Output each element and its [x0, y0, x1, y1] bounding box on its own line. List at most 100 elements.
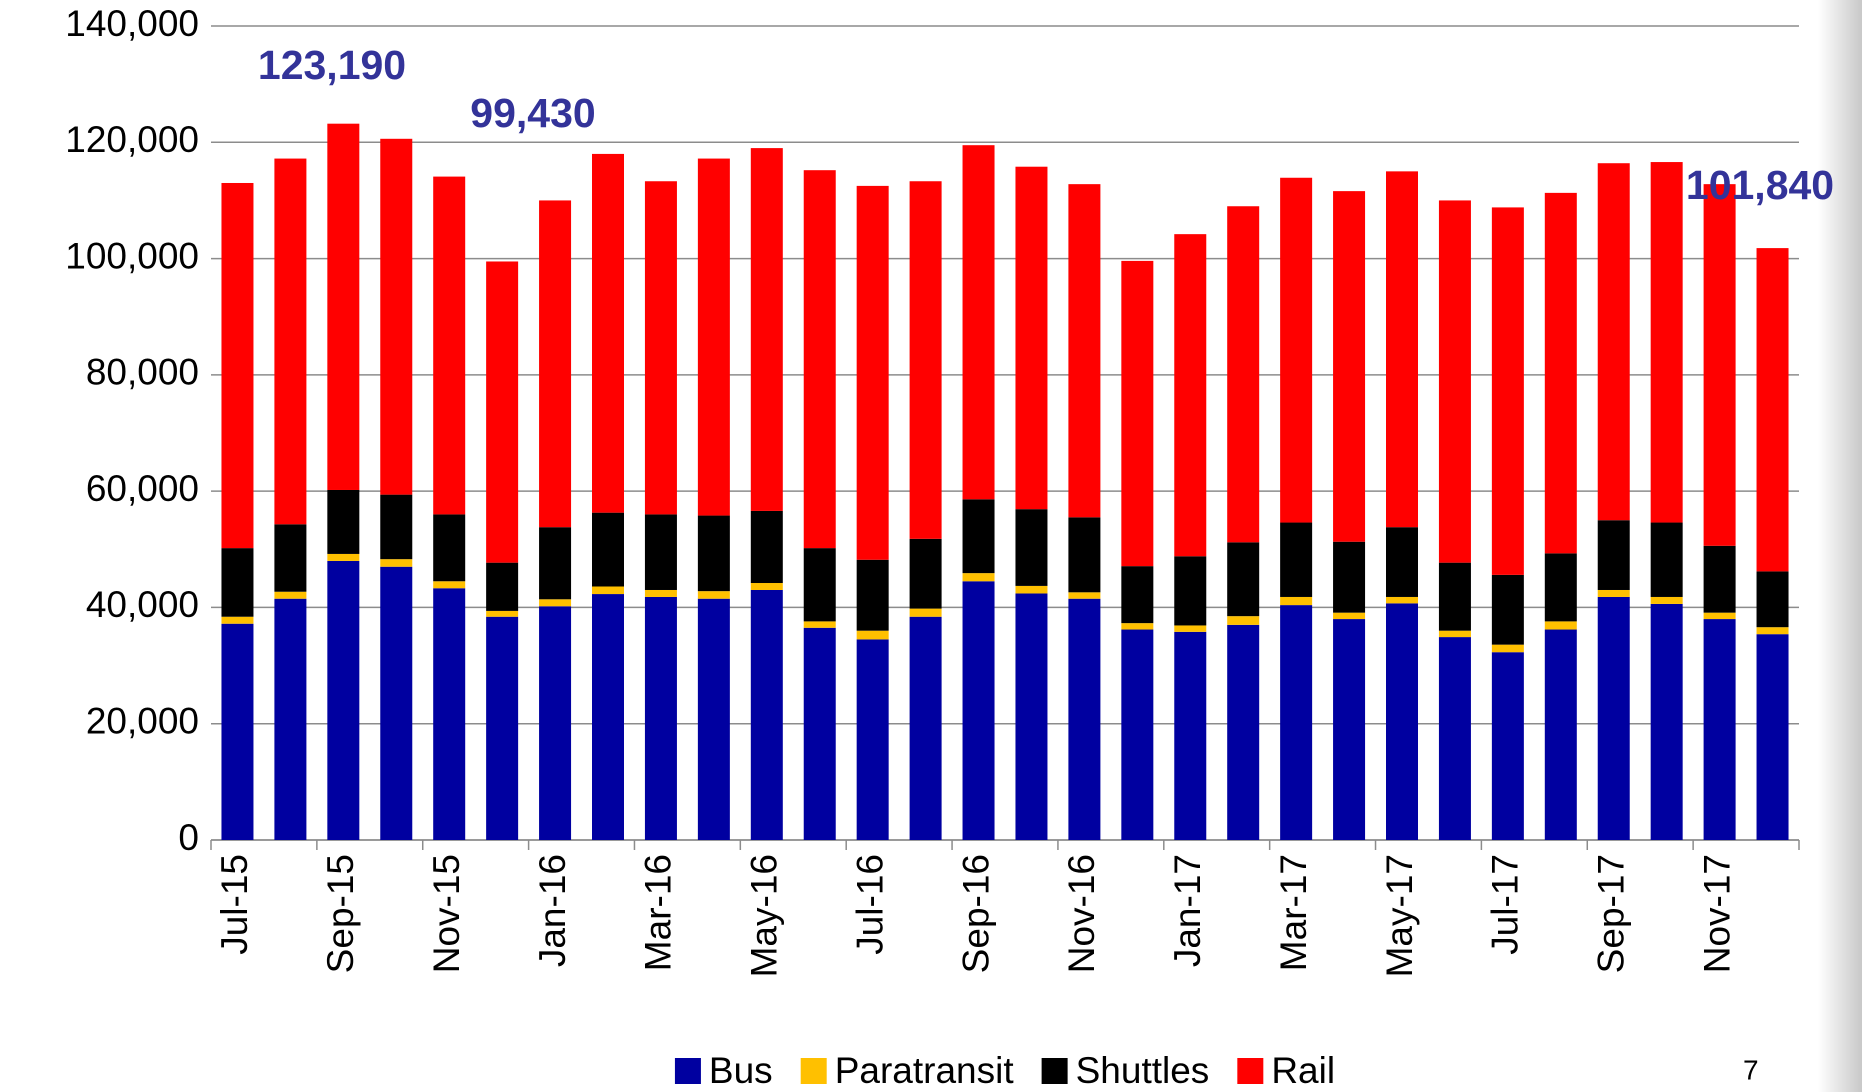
- x-tick-label: Nov-17: [1696, 854, 1737, 973]
- bar-segment: [1492, 575, 1524, 645]
- bar-segment: [1333, 613, 1365, 619]
- y-tick-label: 0: [178, 817, 199, 858]
- bar-segment: [857, 560, 889, 631]
- x-tick-label: Sep-17: [1591, 854, 1632, 973]
- x-tick-label: Jan-16: [532, 854, 573, 967]
- bar-segment: [1598, 520, 1630, 590]
- bar-segment: [486, 617, 518, 840]
- chart: 7 020,00040,00060,00080,000100,000120,00…: [0, 0, 1862, 1092]
- bar-segment: [274, 159, 306, 525]
- bar-segment: [1068, 599, 1100, 840]
- bar-segment: [1121, 261, 1153, 566]
- bar-segment: [1757, 248, 1789, 571]
- bar-segment: [1227, 206, 1259, 542]
- bar-segment: [645, 514, 677, 590]
- bar-segment: [592, 586, 624, 594]
- legend-label: Bus: [709, 1050, 773, 1091]
- y-tick-label: 120,000: [65, 119, 199, 160]
- bar-segment: [486, 611, 518, 617]
- bar-segment: [1651, 523, 1683, 597]
- y-tick-label: 80,000: [86, 352, 199, 393]
- bar-segment: [327, 490, 359, 554]
- bar-segment: [963, 581, 995, 840]
- legend-label: Shuttles: [1076, 1050, 1210, 1091]
- bar-segment: [1757, 634, 1789, 840]
- y-tick-label: 40,000: [86, 584, 199, 625]
- bar-segment: [221, 624, 253, 840]
- bar-segment: [539, 599, 571, 606]
- bar-segment: [1492, 207, 1524, 574]
- legend-swatch: [1042, 1058, 1068, 1084]
- x-tick-label: Sep-15: [320, 854, 361, 973]
- bar-segment: [804, 621, 836, 627]
- annotation: 123,190: [258, 42, 406, 88]
- bar-segment: [910, 609, 942, 617]
- bar-segment: [1651, 597, 1683, 604]
- bar-segment: [380, 139, 412, 495]
- legend-label: Rail: [1271, 1050, 1335, 1091]
- bar-segment: [1333, 619, 1365, 840]
- bar-segment: [804, 628, 836, 840]
- bar-segment: [539, 527, 571, 599]
- bar-segment: [1174, 632, 1206, 840]
- bar-segment: [327, 561, 359, 840]
- bar-segment: [1439, 631, 1471, 637]
- bar-segment: [857, 639, 889, 840]
- bar-segment: [804, 170, 836, 548]
- bar-segment: [592, 594, 624, 840]
- annotation: 99,430: [470, 90, 595, 136]
- bar-segment: [910, 617, 942, 840]
- bar-segment: [698, 159, 730, 516]
- bar-segment: [1333, 191, 1365, 542]
- bar-segment: [698, 599, 730, 840]
- bar-segment: [1598, 590, 1630, 597]
- bar-segment: [1386, 171, 1418, 527]
- bar-segment: [1704, 184, 1736, 546]
- x-tick-label: May-16: [744, 854, 785, 977]
- annotation: 101,840: [1686, 162, 1834, 208]
- bar-segment: [327, 124, 359, 490]
- bar-segment: [274, 592, 306, 599]
- bar-segment: [486, 563, 518, 611]
- bar-segment: [327, 554, 359, 561]
- bar-segment: [486, 261, 518, 562]
- bar-segment: [1280, 597, 1312, 605]
- bar-segment: [1121, 630, 1153, 840]
- bar-segment: [645, 590, 677, 597]
- y-tick-label: 60,000: [86, 468, 199, 509]
- x-tick-label: May-17: [1379, 854, 1420, 977]
- y-tick-label: 20,000: [86, 700, 199, 741]
- bar-segment: [857, 631, 889, 640]
- bar-segment: [221, 548, 253, 617]
- bar-segment: [1545, 193, 1577, 553]
- bar-segment: [751, 511, 783, 583]
- bar-segment: [1121, 566, 1153, 623]
- legend-label: Paratransit: [835, 1050, 1015, 1091]
- bar-segment: [1174, 625, 1206, 631]
- bar-segment: [539, 200, 571, 527]
- bar-segment: [1386, 597, 1418, 603]
- bar-segment: [592, 513, 624, 587]
- bar-segment: [1068, 517, 1100, 592]
- bar-segment: [1121, 623, 1153, 629]
- page: {"chart_data": {"type": "stacked_bar", "…: [0, 0, 1862, 1092]
- bar-segment: [433, 177, 465, 515]
- bar-segment: [221, 183, 253, 548]
- bar-segment: [645, 181, 677, 514]
- bar-segment: [380, 559, 412, 567]
- x-tick-label: Jul-16: [849, 854, 890, 955]
- bar-segment: [698, 591, 730, 599]
- bar-segment: [963, 573, 995, 581]
- bar-segment: [1280, 605, 1312, 840]
- bar-segment: [1545, 630, 1577, 840]
- bar-segment: [1015, 593, 1047, 840]
- x-tick-label: Mar-17: [1273, 854, 1314, 971]
- bar-segment: [380, 495, 412, 560]
- bar-segment: [751, 590, 783, 840]
- x-tick-label: Nov-16: [1061, 854, 1102, 973]
- legend-swatch: [1237, 1058, 1263, 1084]
- page-number: 7: [1743, 1054, 1759, 1085]
- x-tick-label: Mar-16: [638, 854, 679, 971]
- bar-segment: [751, 583, 783, 590]
- bar-segment: [1545, 553, 1577, 621]
